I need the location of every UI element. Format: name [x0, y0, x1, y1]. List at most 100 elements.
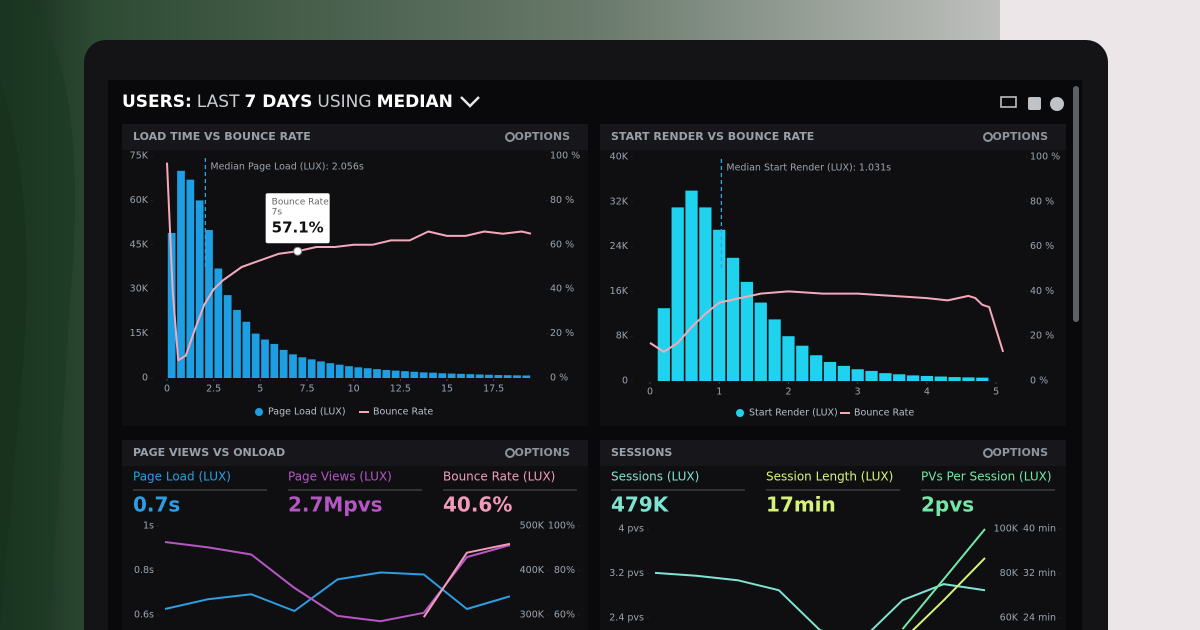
bar	[782, 336, 795, 381]
x-tick-label: 3	[855, 387, 861, 398]
tooltip-value: 57.1%	[272, 219, 324, 237]
bar	[906, 375, 920, 381]
legend-swatch	[736, 409, 744, 417]
gear-icon	[983, 132, 993, 142]
x-tick-label: 5	[993, 387, 999, 398]
bar	[363, 368, 372, 378]
bar	[391, 370, 400, 378]
tick-label: 8K	[616, 331, 629, 342]
bar	[279, 349, 288, 378]
bar	[335, 364, 344, 378]
bar	[289, 354, 297, 378]
options-button[interactable]: OPTIONS	[515, 446, 571, 459]
metric-label: Bounce Rate (LUX)	[443, 470, 555, 484]
bar	[457, 373, 465, 378]
gear-icon	[505, 132, 515, 142]
bar	[485, 374, 493, 378]
options-button[interactable]: OPTIONS	[993, 130, 1049, 143]
bar	[865, 370, 878, 381]
tick-label: 60K	[130, 195, 149, 206]
series-line	[901, 528, 986, 630]
tooltip-box	[265, 193, 330, 244]
bar	[713, 229, 726, 381]
x-tick-label: 5	[257, 384, 263, 395]
series-line	[654, 571, 986, 630]
legend-label: Bounce Rate	[373, 407, 433, 418]
title-part: LAST	[197, 92, 240, 112]
tick-label: 40 %	[1030, 286, 1054, 297]
legend-label: Start Render (LUX)	[749, 408, 838, 419]
tick-label: 4 pvs	[618, 524, 644, 535]
tick-label: 75K	[130, 151, 149, 162]
tick-label: 45K	[130, 239, 149, 250]
metric-value: 479K	[611, 493, 670, 517]
tooltip-point	[293, 246, 303, 256]
x-tick-label: 17.5	[483, 384, 504, 395]
tick-label: 40 %	[550, 284, 574, 295]
bar	[410, 371, 419, 378]
bar	[223, 295, 232, 378]
metric-label: Session Length (LUX)	[766, 470, 893, 484]
title-part: 7 DAYS	[244, 92, 312, 112]
metric-label: Sessions (LUX)	[611, 470, 699, 484]
tick-label: 100K	[994, 524, 1019, 535]
bar	[823, 361, 837, 381]
metric-label: PVs Per Session (LUX)	[921, 470, 1052, 484]
bar	[948, 377, 961, 381]
x-tick-label: 2.5	[206, 384, 221, 395]
bar	[373, 369, 381, 378]
bar	[307, 359, 316, 378]
tick-label: 80K	[1000, 568, 1019, 579]
bar	[768, 319, 781, 381]
options-button[interactable]: OPTIONS	[515, 130, 571, 143]
panel-title: LOAD TIME VS BOUNCE RATE	[133, 130, 311, 143]
bar	[177, 170, 185, 378]
monitor-icon[interactable]	[1000, 96, 1017, 108]
x-tick-label: 0	[647, 387, 653, 398]
tick-label: 30K	[130, 284, 149, 295]
bar	[233, 309, 241, 378]
tick-label: 60K	[1000, 613, 1019, 624]
series-line	[911, 557, 986, 630]
bar	[447, 373, 456, 378]
panel-title: SESSIONS	[611, 446, 672, 459]
legend-label: Bounce Rate	[854, 408, 914, 419]
dropdown-icon[interactable]	[460, 96, 480, 108]
tick-label: 100%	[548, 521, 575, 532]
bar	[205, 230, 213, 378]
tick-label: 20 %	[550, 328, 574, 339]
options-button[interactable]: OPTIONS	[993, 446, 1049, 459]
bar	[976, 377, 989, 381]
tick-label: 0.6s	[134, 610, 154, 621]
help-icon[interactable]	[1050, 97, 1064, 111]
tick-label: 300K	[520, 610, 545, 621]
bar	[401, 371, 409, 378]
bar	[270, 343, 279, 378]
tick-label: 2.4 pvs	[609, 613, 644, 624]
tick-label: 32K	[610, 196, 629, 207]
dashboard-title: USERS: LAST 7 DAYS USING MEDIAN	[122, 92, 453, 112]
bar	[893, 374, 906, 381]
panel-title: PAGE VIEWS VS ONLOAD	[133, 446, 285, 459]
bar	[796, 345, 809, 381]
tick-label: 100 %	[1030, 152, 1060, 163]
tick-label: 15K	[130, 328, 149, 339]
panel	[600, 440, 1066, 630]
bar	[879, 373, 892, 381]
tick-label: 400K	[520, 565, 545, 576]
bar	[354, 367, 363, 378]
share-icon[interactable]	[1028, 97, 1041, 110]
x-tick-label: 10	[348, 384, 360, 395]
tooltip-title: Bounce Rate	[272, 198, 330, 208]
scrollbar	[1073, 86, 1079, 322]
bar	[726, 257, 740, 381]
bar	[837, 365, 850, 381]
bar	[214, 268, 223, 378]
title-part: MEDIAN	[377, 92, 453, 112]
tick-label: 0	[142, 373, 148, 384]
gear-icon	[983, 448, 993, 458]
x-tick-label: 4	[924, 387, 930, 398]
x-tick-label: 2	[785, 387, 791, 398]
bar	[754, 302, 767, 381]
